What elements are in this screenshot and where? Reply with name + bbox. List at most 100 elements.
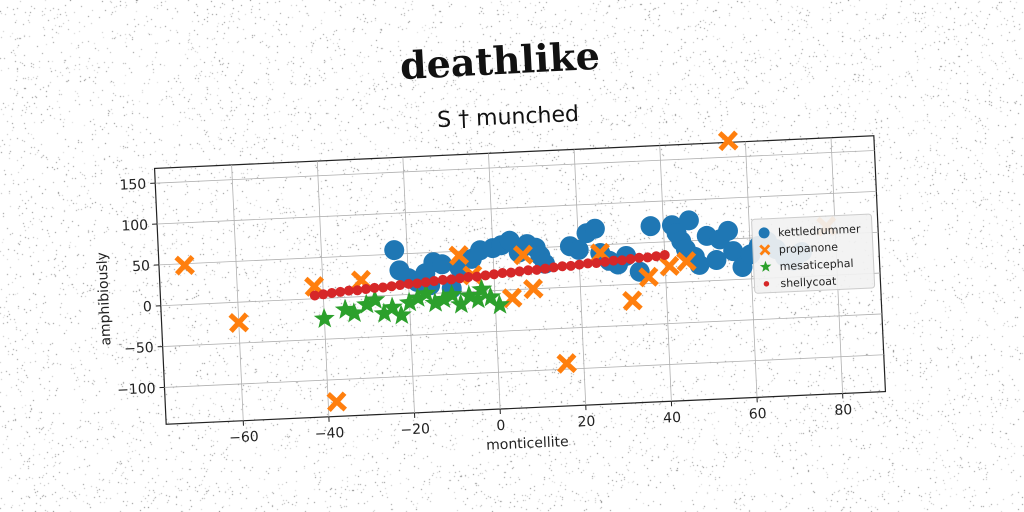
shellycoat-point	[565, 260, 576, 271]
y-tick-label: 100	[121, 217, 148, 234]
propanone-point	[659, 255, 680, 277]
shellycoat-point	[497, 268, 508, 279]
propanone-point	[556, 353, 578, 374]
propanone-point	[717, 130, 739, 152]
chart-subtitle: S † munched	[437, 102, 580, 133]
shellycoat-point	[574, 259, 585, 270]
shellycoat-point	[557, 261, 568, 272]
mesaticephal-point	[343, 302, 365, 323]
tick-labels: −60 −40 −20 0 20 40 60 80 150 100 50 0 −50 −100	[117, 177, 853, 447]
chart-title: deathlike	[399, 33, 601, 88]
legend-label-shellycoat: shellycoat	[780, 275, 837, 291]
y-tick-label: 150	[119, 177, 146, 194]
mesaticephal-point	[373, 302, 395, 323]
mesaticephal-point	[471, 278, 493, 299]
shellycoat-point	[548, 262, 559, 273]
shellycoat-point	[659, 250, 670, 261]
propanone-point	[676, 251, 697, 272]
shellycoat-point	[608, 255, 619, 266]
mesaticephal-point	[450, 293, 472, 314]
series-shellycoat	[309, 250, 670, 301]
mesaticephal-point	[407, 287, 429, 308]
shellycoat-point	[625, 254, 636, 265]
y-axis-label: amphibiously	[94, 252, 114, 346]
series-mesaticephal	[313, 278, 510, 328]
kettledrummer-point	[432, 254, 453, 275]
shellycoat-point	[599, 256, 610, 267]
shellycoat-point	[514, 266, 525, 277]
kettledrummer-point	[678, 210, 699, 231]
kettledrummer-point	[384, 240, 405, 261]
propanone-point	[523, 278, 544, 300]
propanone-point	[512, 244, 534, 266]
mesaticephal-point	[313, 307, 335, 328]
plot-frame	[153, 135, 887, 425]
legend-marker-shellycoat	[763, 281, 770, 287]
x-tick-label: −20	[400, 421, 430, 438]
mesaticephal-point	[415, 282, 437, 303]
x-tick-label: −60	[229, 429, 259, 446]
legend-marker-propanone	[759, 244, 771, 256]
shellycoat-point	[403, 278, 414, 289]
x-tick-label: 80	[834, 402, 853, 419]
shellycoat-point	[343, 285, 354, 296]
kettledrummer-point	[568, 239, 589, 260]
mesaticephal-point	[381, 296, 403, 317]
x-grid-line	[231, 164, 244, 421]
kettledrummer-point	[584, 218, 605, 239]
mesaticephal-point	[390, 304, 412, 325]
shellycoat-point	[651, 251, 662, 262]
mesaticephal-point	[356, 293, 377, 314]
kettledrummer-point	[717, 220, 738, 241]
y-grid-line	[155, 150, 875, 184]
shellycoat-point	[429, 276, 440, 287]
y-tick-label: 50	[132, 258, 151, 275]
mesaticephal-point	[424, 292, 446, 313]
shellycoat-point	[582, 258, 593, 269]
shellycoat-point	[634, 252, 645, 263]
shellycoat-point	[369, 282, 380, 293]
legend-label-kettledrummer: kettledrummer	[778, 222, 861, 239]
data-marks	[174, 130, 837, 413]
shellycoat-point	[454, 273, 465, 284]
mesaticephal-point	[480, 286, 502, 307]
shellycoat-point	[540, 263, 551, 274]
propanone-point	[448, 245, 470, 266]
y-tick-label: 0	[143, 299, 153, 315]
shellycoat-point	[617, 255, 628, 266]
x-axis-label: monticellite	[486, 434, 569, 454]
mesaticephal-point	[364, 289, 386, 310]
x-grid-line	[573, 149, 587, 406]
shellycoat-point	[471, 271, 482, 282]
legend-marker-kettledrummer	[758, 227, 770, 239]
y-tick-label: −100	[117, 381, 156, 399]
shellycoat-point	[531, 264, 542, 275]
shellycoat-point	[335, 286, 346, 297]
mesaticephal-point	[441, 284, 463, 305]
shellycoat-point	[395, 280, 406, 291]
mesaticephal-point	[467, 288, 489, 309]
x-tick-label: −40	[315, 425, 345, 442]
propanone-point	[228, 312, 250, 333]
shellycoat-point	[480, 270, 491, 281]
shellycoat-point	[506, 267, 517, 278]
y-grid-line	[162, 313, 882, 347]
x-tick-label: 60	[749, 406, 768, 423]
x-tick-label: 0	[496, 418, 506, 434]
shellycoat-point	[591, 258, 602, 269]
kettledrummer-point	[723, 241, 744, 262]
x-tick-label: 40	[663, 410, 682, 427]
shellycoat-point	[309, 290, 320, 301]
legend-label-propanone: propanone	[779, 241, 839, 257]
shellycoat-point	[437, 274, 448, 285]
mesaticephal-point	[398, 291, 420, 312]
shellycoat-point	[378, 282, 389, 293]
propanone-point	[638, 266, 659, 288]
plot-area: −60 −40 −20 0 20 40 60 80 150 100 50 0 −50 −100 kettl…	[94, 130, 887, 454]
propanone-point	[326, 391, 348, 413]
shellycoat-point	[386, 281, 397, 292]
shellycoat-point	[463, 272, 474, 283]
x-grid-line	[488, 153, 501, 410]
